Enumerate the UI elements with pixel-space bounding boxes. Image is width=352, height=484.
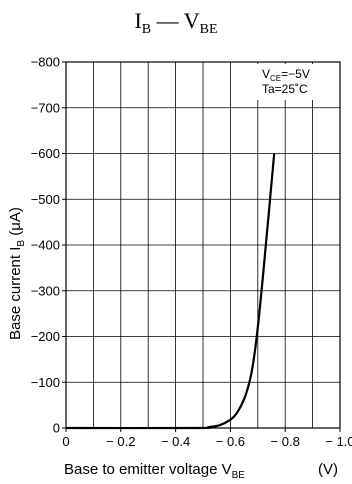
y-axis-label-text: Base current IB (μA) — [7, 207, 27, 340]
x-tick-label: 0 — [62, 434, 69, 449]
x-tick-label: − 0.6 — [216, 434, 245, 449]
y-axis-ticks: 0 −100 −200 −300 −400 −500 −600 −700 −800 — [31, 55, 66, 436]
series-line — [65, 153, 276, 430]
x-axis-ticks: 0 − 0.2 − 0.4 − 0.6 − 0.8 − 1.0 — [62, 428, 352, 449]
x-tick-label: − 0.4 — [161, 434, 190, 449]
y-tick-label: −100 — [31, 375, 60, 390]
x-tick-label: − 0.8 — [271, 434, 300, 449]
chart-title: IB — VBE — [134, 8, 217, 37]
grid — [66, 62, 340, 428]
chart-title-text: IB — VBE — [134, 8, 217, 37]
x-tick-label: − 0.2 — [106, 434, 135, 449]
y-tick-label: −300 — [31, 283, 60, 298]
y-tick-label: −400 — [31, 238, 60, 253]
x-tick-label: − 1.0 — [325, 434, 352, 449]
condition-line: Ta=25˚C — [262, 82, 308, 96]
y-tick-label: −800 — [31, 55, 60, 70]
y-tick-label: −500 — [31, 192, 60, 207]
x-axis-unit: (V) — [318, 461, 338, 478]
x-axis-label-text: Base to emitter voltage VBE — [64, 461, 245, 481]
series — [65, 153, 276, 430]
y-tick-label: −700 — [31, 100, 60, 115]
x-axis-label: Base to emitter voltage VBE (V) — [64, 461, 338, 481]
y-tick-label: −600 — [31, 146, 60, 161]
y-axis-label: Base current IB (μA) — [7, 207, 27, 340]
conditions-background — [255, 64, 335, 100]
y-tick-label: 0 — [53, 421, 60, 436]
y-tick-label: −200 — [31, 329, 60, 344]
condition-line: VCE=−5V — [262, 67, 310, 83]
